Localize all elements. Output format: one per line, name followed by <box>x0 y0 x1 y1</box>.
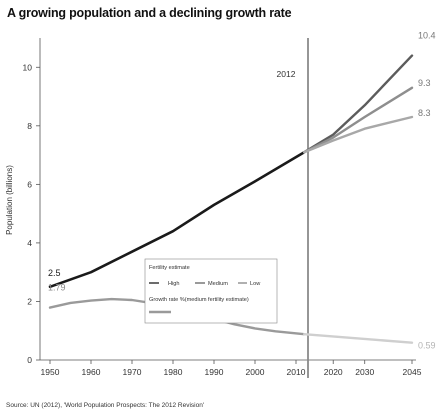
series-line-population <box>48 150 306 289</box>
series-line-medium <box>303 86 414 154</box>
legend-item-low: Low <box>250 281 261 287</box>
series-line-low <box>303 115 414 154</box>
y-tick-label: 0 <box>27 355 32 365</box>
y-tick-label: 4 <box>27 238 32 248</box>
y-axis-label: Population (billions) <box>5 165 14 235</box>
series-start-label: 1.79 <box>48 283 66 293</box>
x-tick-label: 1960 <box>82 367 101 377</box>
x-tick-label: 1990 <box>205 367 224 377</box>
source-note: Source: UN (2012), 'World Population Pro… <box>6 402 205 409</box>
x-tick-label: 2045 <box>403 367 422 377</box>
y-tick-label: 10 <box>23 62 33 72</box>
series-end-label: 8.3 <box>418 108 431 118</box>
legend-title: Fertility estimate <box>149 265 190 271</box>
legend: Fertility estimate High Medium Low Growt… <box>144 258 278 324</box>
legend-growth-label: Growth rate %(medium fertility estimate) <box>149 297 249 303</box>
series-end-label: 9.3 <box>418 78 431 88</box>
y-tick-label: 6 <box>27 179 32 189</box>
x-tick-label: 2010 <box>287 367 306 377</box>
series-start-label: 2.5 <box>48 268 61 278</box>
x-tick-label: 2030 <box>355 367 374 377</box>
x-tick-label: 1950 <box>41 367 60 377</box>
series-line-growth-rate-projection <box>303 333 414 344</box>
x-tick-label: 1980 <box>164 367 183 377</box>
divider-label: 2012 <box>277 69 296 79</box>
x-tick-label: 2020 <box>324 367 343 377</box>
series-end-label: 0.59 <box>418 341 436 351</box>
x-tick-label: 2000 <box>246 367 265 377</box>
series-line-high <box>303 54 414 154</box>
series-end-label: 10.4 <box>418 31 436 41</box>
chart-title: A growing population and a declining gro… <box>7 6 292 20</box>
legend-item-medium: Medium <box>208 281 228 287</box>
legend-item-high: High <box>168 281 180 287</box>
x-tick-label: 1970 <box>123 367 142 377</box>
y-tick-label: 2 <box>27 296 32 306</box>
y-tick-label: 8 <box>27 121 32 131</box>
